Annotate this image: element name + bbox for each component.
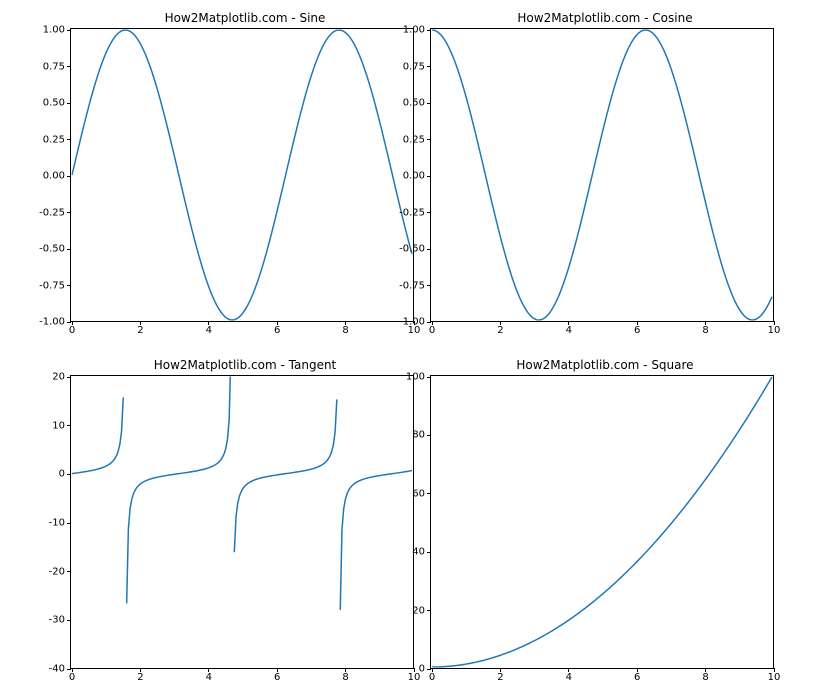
y-tick-mark [67, 322, 71, 323]
subplot-panel: How2Matplotlib.com - Cosine-1.00-0.75-0.… [430, 8, 780, 346]
x-tick-label: 6 [634, 672, 640, 683]
y-tick-label: 0.75 [43, 61, 65, 72]
x-tick-label: 0 [69, 325, 75, 336]
data-line [432, 377, 772, 667]
chart-title: How2Matplotlib.com - Tangent [70, 355, 420, 375]
axes: -1.00-0.75-0.50-0.250.000.250.500.751.00… [430, 28, 774, 322]
x-tick-label: 6 [274, 325, 280, 336]
axes: -1.00-0.75-0.50-0.250.000.250.500.751.00… [70, 28, 414, 322]
y-tick-label: 100 [406, 372, 425, 383]
subplot-panel: How2Matplotlib.com - Sine-1.00-0.75-0.50… [70, 8, 420, 346]
y-tick-label: 40 [412, 547, 425, 558]
y-tick-mark [67, 669, 71, 670]
axes: 0204060801000246810 [430, 375, 774, 669]
subplot-panel: How2Matplotlib.com - Tangent-40-30-20-10… [70, 355, 420, 693]
x-tick-label: 0 [69, 672, 75, 683]
x-tick-label: 2 [137, 325, 143, 336]
y-tick-label: -10 [49, 518, 65, 529]
y-tick-label: 0.25 [43, 134, 65, 145]
x-tick-label: 0 [429, 325, 435, 336]
y-tick-label: 0.25 [403, 134, 425, 145]
x-tick-label: 8 [342, 325, 348, 336]
x-tick-label: 2 [137, 672, 143, 683]
x-tick-label: 2 [497, 672, 503, 683]
x-tick-label: 4 [206, 672, 212, 683]
plot-svg [431, 29, 773, 321]
y-tick-label: -1.00 [399, 317, 425, 328]
y-tick-label: -0.25 [39, 207, 65, 218]
data-line [72, 350, 412, 610]
y-tick-label: -0.75 [399, 280, 425, 291]
y-tick-label: 0 [59, 469, 65, 480]
y-tick-label: 1.00 [43, 25, 65, 36]
x-tick-label: 4 [566, 325, 572, 336]
x-tick-label: 8 [702, 325, 708, 336]
y-tick-label: 0.50 [403, 98, 425, 109]
x-tick-label: 8 [342, 672, 348, 683]
y-tick-label: -0.50 [399, 244, 425, 255]
axes: -40-30-20-10010200246810 [70, 375, 414, 669]
y-tick-label: 80 [412, 430, 425, 441]
y-tick-label: 0 [419, 664, 425, 675]
plot-svg [71, 376, 413, 668]
plot-svg [71, 29, 413, 321]
figure: How2Matplotlib.com - Sine-1.00-0.75-0.50… [0, 0, 840, 700]
x-tick-label: 2 [497, 325, 503, 336]
x-tick-label: 6 [634, 325, 640, 336]
y-tick-label: 20 [52, 372, 65, 383]
y-tick-mark [427, 669, 431, 670]
y-tick-label: 60 [412, 488, 425, 499]
data-line [72, 30, 412, 320]
y-tick-label: 1.00 [403, 25, 425, 36]
y-tick-label: 0.00 [43, 171, 65, 182]
y-tick-label: -0.25 [399, 207, 425, 218]
chart-title: How2Matplotlib.com - Square [430, 355, 780, 375]
y-tick-label: 0.75 [403, 61, 425, 72]
y-tick-label: 0.00 [403, 171, 425, 182]
data-line [432, 30, 772, 320]
x-tick-label: 4 [566, 672, 572, 683]
subplot-panel: How2Matplotlib.com - Square0204060801000… [430, 355, 780, 693]
y-tick-label: 0.50 [43, 98, 65, 109]
chart-title: How2Matplotlib.com - Sine [70, 8, 420, 28]
x-tick-label: 6 [274, 672, 280, 683]
y-tick-label: 10 [52, 420, 65, 431]
y-tick-label: -20 [49, 566, 65, 577]
x-tick-label: 8 [702, 672, 708, 683]
y-tick-label: -0.50 [39, 244, 65, 255]
y-tick-label: -40 [49, 664, 65, 675]
y-tick-mark [427, 322, 431, 323]
x-tick-label: 4 [206, 325, 212, 336]
y-tick-label: -0.75 [39, 280, 65, 291]
y-tick-label: -30 [49, 615, 65, 626]
x-tick-label: 0 [429, 672, 435, 683]
x-tick-label: 10 [768, 325, 781, 336]
plot-svg [431, 376, 773, 668]
y-tick-label: -1.00 [39, 317, 65, 328]
x-tick-label: 10 [768, 672, 781, 683]
y-tick-label: 20 [412, 605, 425, 616]
chart-title: How2Matplotlib.com - Cosine [430, 8, 780, 28]
